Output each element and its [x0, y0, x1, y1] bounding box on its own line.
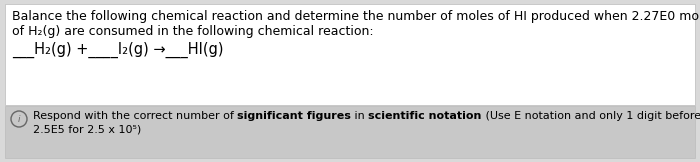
Text: Respond with the correct number of: Respond with the correct number of	[33, 111, 237, 121]
Text: 2.5E5 for 2.5 x 10⁵): 2.5E5 for 2.5 x 10⁵)	[33, 124, 141, 134]
Text: ___H₂(g) +____I₂(g) →___HI(g): ___H₂(g) +____I₂(g) →___HI(g)	[12, 42, 223, 58]
FancyBboxPatch shape	[5, 4, 695, 105]
Text: i: i	[18, 115, 20, 123]
Text: significant figures: significant figures	[237, 111, 351, 121]
Text: in: in	[351, 111, 368, 121]
Text: (Use E notation and only 1 digit before decimal e.g.: (Use E notation and only 1 digit before …	[482, 111, 700, 121]
FancyBboxPatch shape	[5, 106, 695, 158]
Text: of H₂(g) are consumed in the following chemical reaction:: of H₂(g) are consumed in the following c…	[12, 25, 374, 38]
Text: scientific notation: scientific notation	[368, 111, 482, 121]
Text: Balance the following chemical reaction and determine the number of moles of HI : Balance the following chemical reaction …	[12, 10, 700, 23]
